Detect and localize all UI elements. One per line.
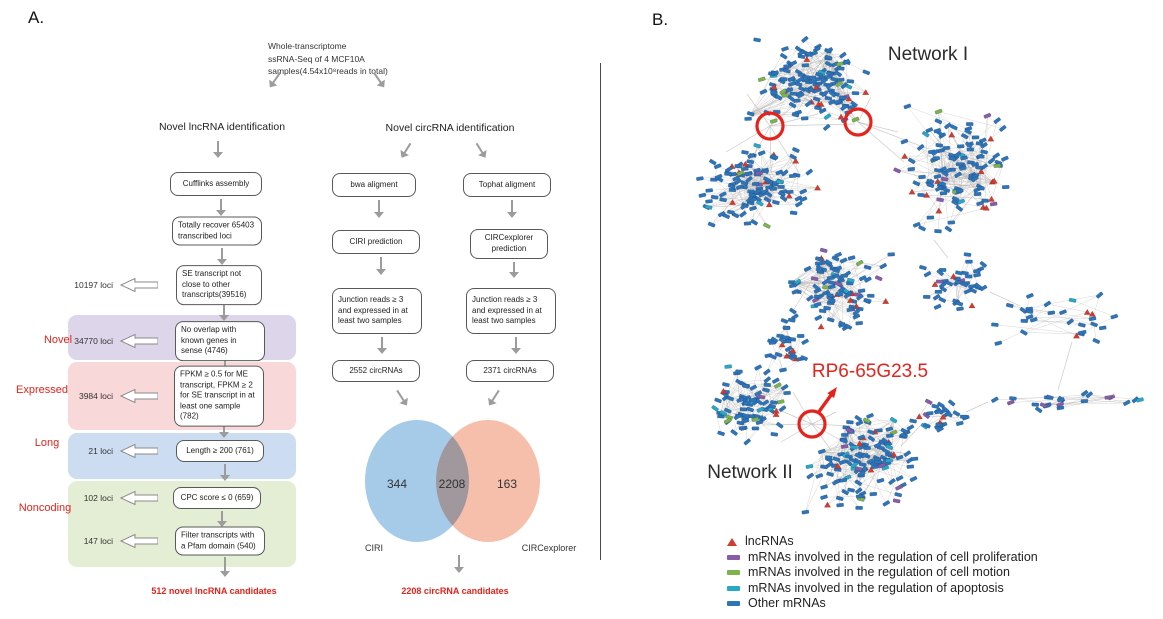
network1-label: Network I [887,44,969,65]
legend-label: mRNAs involved in the regulation of apop… [748,580,1004,595]
legend-label: lncRNAs [745,534,794,548]
loci-count: 147 loci [83,536,113,546]
loci-count: 21 loci [88,446,113,456]
left-outline-arrow-icon [120,277,158,293]
lncrna-pipeline-heading: Novel lncRNA identification [158,121,286,133]
flow-step-circexplorer-prediction: CIRCexplorer prediction [470,229,548,259]
flow-arrow-icon [217,248,227,265]
stage-label-novel: Novel [43,334,73,346]
network-legend: lncRNAs mRNAs involved in the regulation… [727,535,1038,610]
input-line: samples(4.54x10⁸reads in total) [268,66,388,76]
flow-step-ciri-prediction: CIRI prediction [332,230,420,254]
rp6-annotation-text: RP6-65G23.5 [811,361,929,382]
flow-arrow-icon [509,262,519,278]
flow-step-junction-reads-ciri: Junction reads ≥ 3 and expressed in at l… [332,288,422,334]
legend-item-other-mrnas: Other mRNAs [727,597,1038,610]
flow-step-junction-reads-circexplorer: Junction reads ≥ 3 and expressed in at l… [466,288,556,334]
loci-callout: 3984 loci [55,388,158,404]
loci-count: 3984 loci [78,391,113,401]
flow-step-no-overlap: No overlap with known genes in sense (47… [175,321,265,361]
stage-label-expressed: Expressed [16,384,68,396]
legend-item-proliferation: mRNAs involved in the regulation of cell… [727,549,1038,564]
flow-arrow-icon [213,141,223,158]
flow-arrow-icon [454,555,464,573]
venn-label-circexplorer: CIRCexplorer [521,543,577,553]
legend-label: mRNAs involved in the regulation of cell… [748,565,1010,579]
venn-label-ciri: CIRI [365,543,383,553]
flow-arrow-icon [374,200,384,218]
flow-step-bwa: bwa aligment [332,173,416,197]
proliferation-swatch-icon [727,554,740,560]
loci-callout: 147 loci [55,533,158,549]
loci-callout: 34770 loci [55,333,158,349]
loci-count: 34770 loci [74,336,113,346]
legend-item-motion: mRNAs involved in the regulation of cell… [727,566,1038,579]
legend-label: mRNAs involved in the regulation of cell… [748,549,1038,564]
circrna-result-text: 2208 circRNA candidates [401,586,509,596]
panel-divider [600,63,601,560]
legend-item-lncrnas: lncRNAs [727,535,1038,548]
left-outline-arrow-icon [120,533,158,549]
flow-arrow-icon [216,199,226,216]
venn-circexplorer-only-count: 163 [496,477,518,491]
loci-count: 102 loci [83,493,113,503]
flow-arrow-icon [397,141,414,161]
flow-step-pfam: Filter transcripts with a Pfam domain (5… [175,526,265,556]
flow-step-2552-circrnas: 2552 circRNAs [332,360,420,382]
flow-step-length: Length ≥ 200 (761) [176,440,264,462]
loci-count: 10197 loci [74,280,113,290]
stage-label-long: Long [34,437,60,449]
other-mrna-swatch-icon [727,601,740,606]
circrna-pipeline-heading: Novel circRNA identification [385,122,515,134]
flow-arrow-icon [484,388,503,409]
stage-label-noncoding: Noncoding [18,502,72,514]
lncrna-result-text: 512 novel lncRNA candidates [151,586,277,596]
left-outline-arrow-icon [120,388,158,404]
lncrna-triangle-icon [727,537,737,546]
input-line: Whole-transcriptome [268,41,347,51]
flow-arrow-icon [376,257,386,275]
flow-arrow-icon [217,511,227,527]
flow-step-cufflinks: Cufflinks assembly [170,172,262,196]
flow-arrow-icon [377,337,387,354]
legend-item-apoptosis: mRNAs involved in the regulation of apop… [727,580,1038,595]
venn-overlap-count: 2208 [438,477,466,491]
flow-arrow-icon [220,557,230,577]
flow-step-se-transcript: SE transcript not close to other transcr… [176,265,262,305]
loci-callout: 10197 loci [55,277,158,293]
flow-arrow-icon [219,422,229,438]
input-line: ssRNA-Seq of 4 MCF10A [268,53,365,64]
venn-circle-circexplorer [436,420,540,542]
flow-arrow-icon [507,200,517,218]
apoptosis-swatch-icon [727,585,740,591]
gene-network-graph [696,35,1144,515]
left-outline-arrow-icon [120,443,158,459]
flow-arrow-icon [472,141,490,161]
venn-ciri-only-count: 344 [386,477,408,491]
panel-a-label: A. [28,8,45,27]
flow-arrow-icon [393,388,412,409]
network2-label: Network II [707,462,793,483]
loci-callout: 21 loci [55,443,158,459]
left-outline-arrow-icon [120,490,158,506]
flow-step-tophat: Tophat aligment [463,173,551,197]
flow-arrow-icon [220,464,230,481]
input-description: Whole-transcriptome ssRNA-Seq of 4 MCF10… [268,40,388,78]
left-outline-arrow-icon [120,333,158,349]
flow-step-recover-loci: Totally recover 65403 transcribed loci [172,216,262,246]
flow-step-fpkm: FPKM ≥ 0.5 for ME transcript, FPKM ≥ 2 f… [174,365,264,427]
panel-b-label: B. [652,10,669,29]
flow-step-2371-circrnas: 2371 circRNAs [466,360,554,382]
flow-step-cpc-score: CPC score ≤ 0 (659) [173,487,261,509]
motion-swatch-icon [727,570,740,575]
loci-callout: 102 loci [55,490,158,506]
flow-arrow-icon [511,337,521,354]
legend-label: Other mRNAs [748,596,826,610]
flow-arrow-icon [219,305,229,321]
